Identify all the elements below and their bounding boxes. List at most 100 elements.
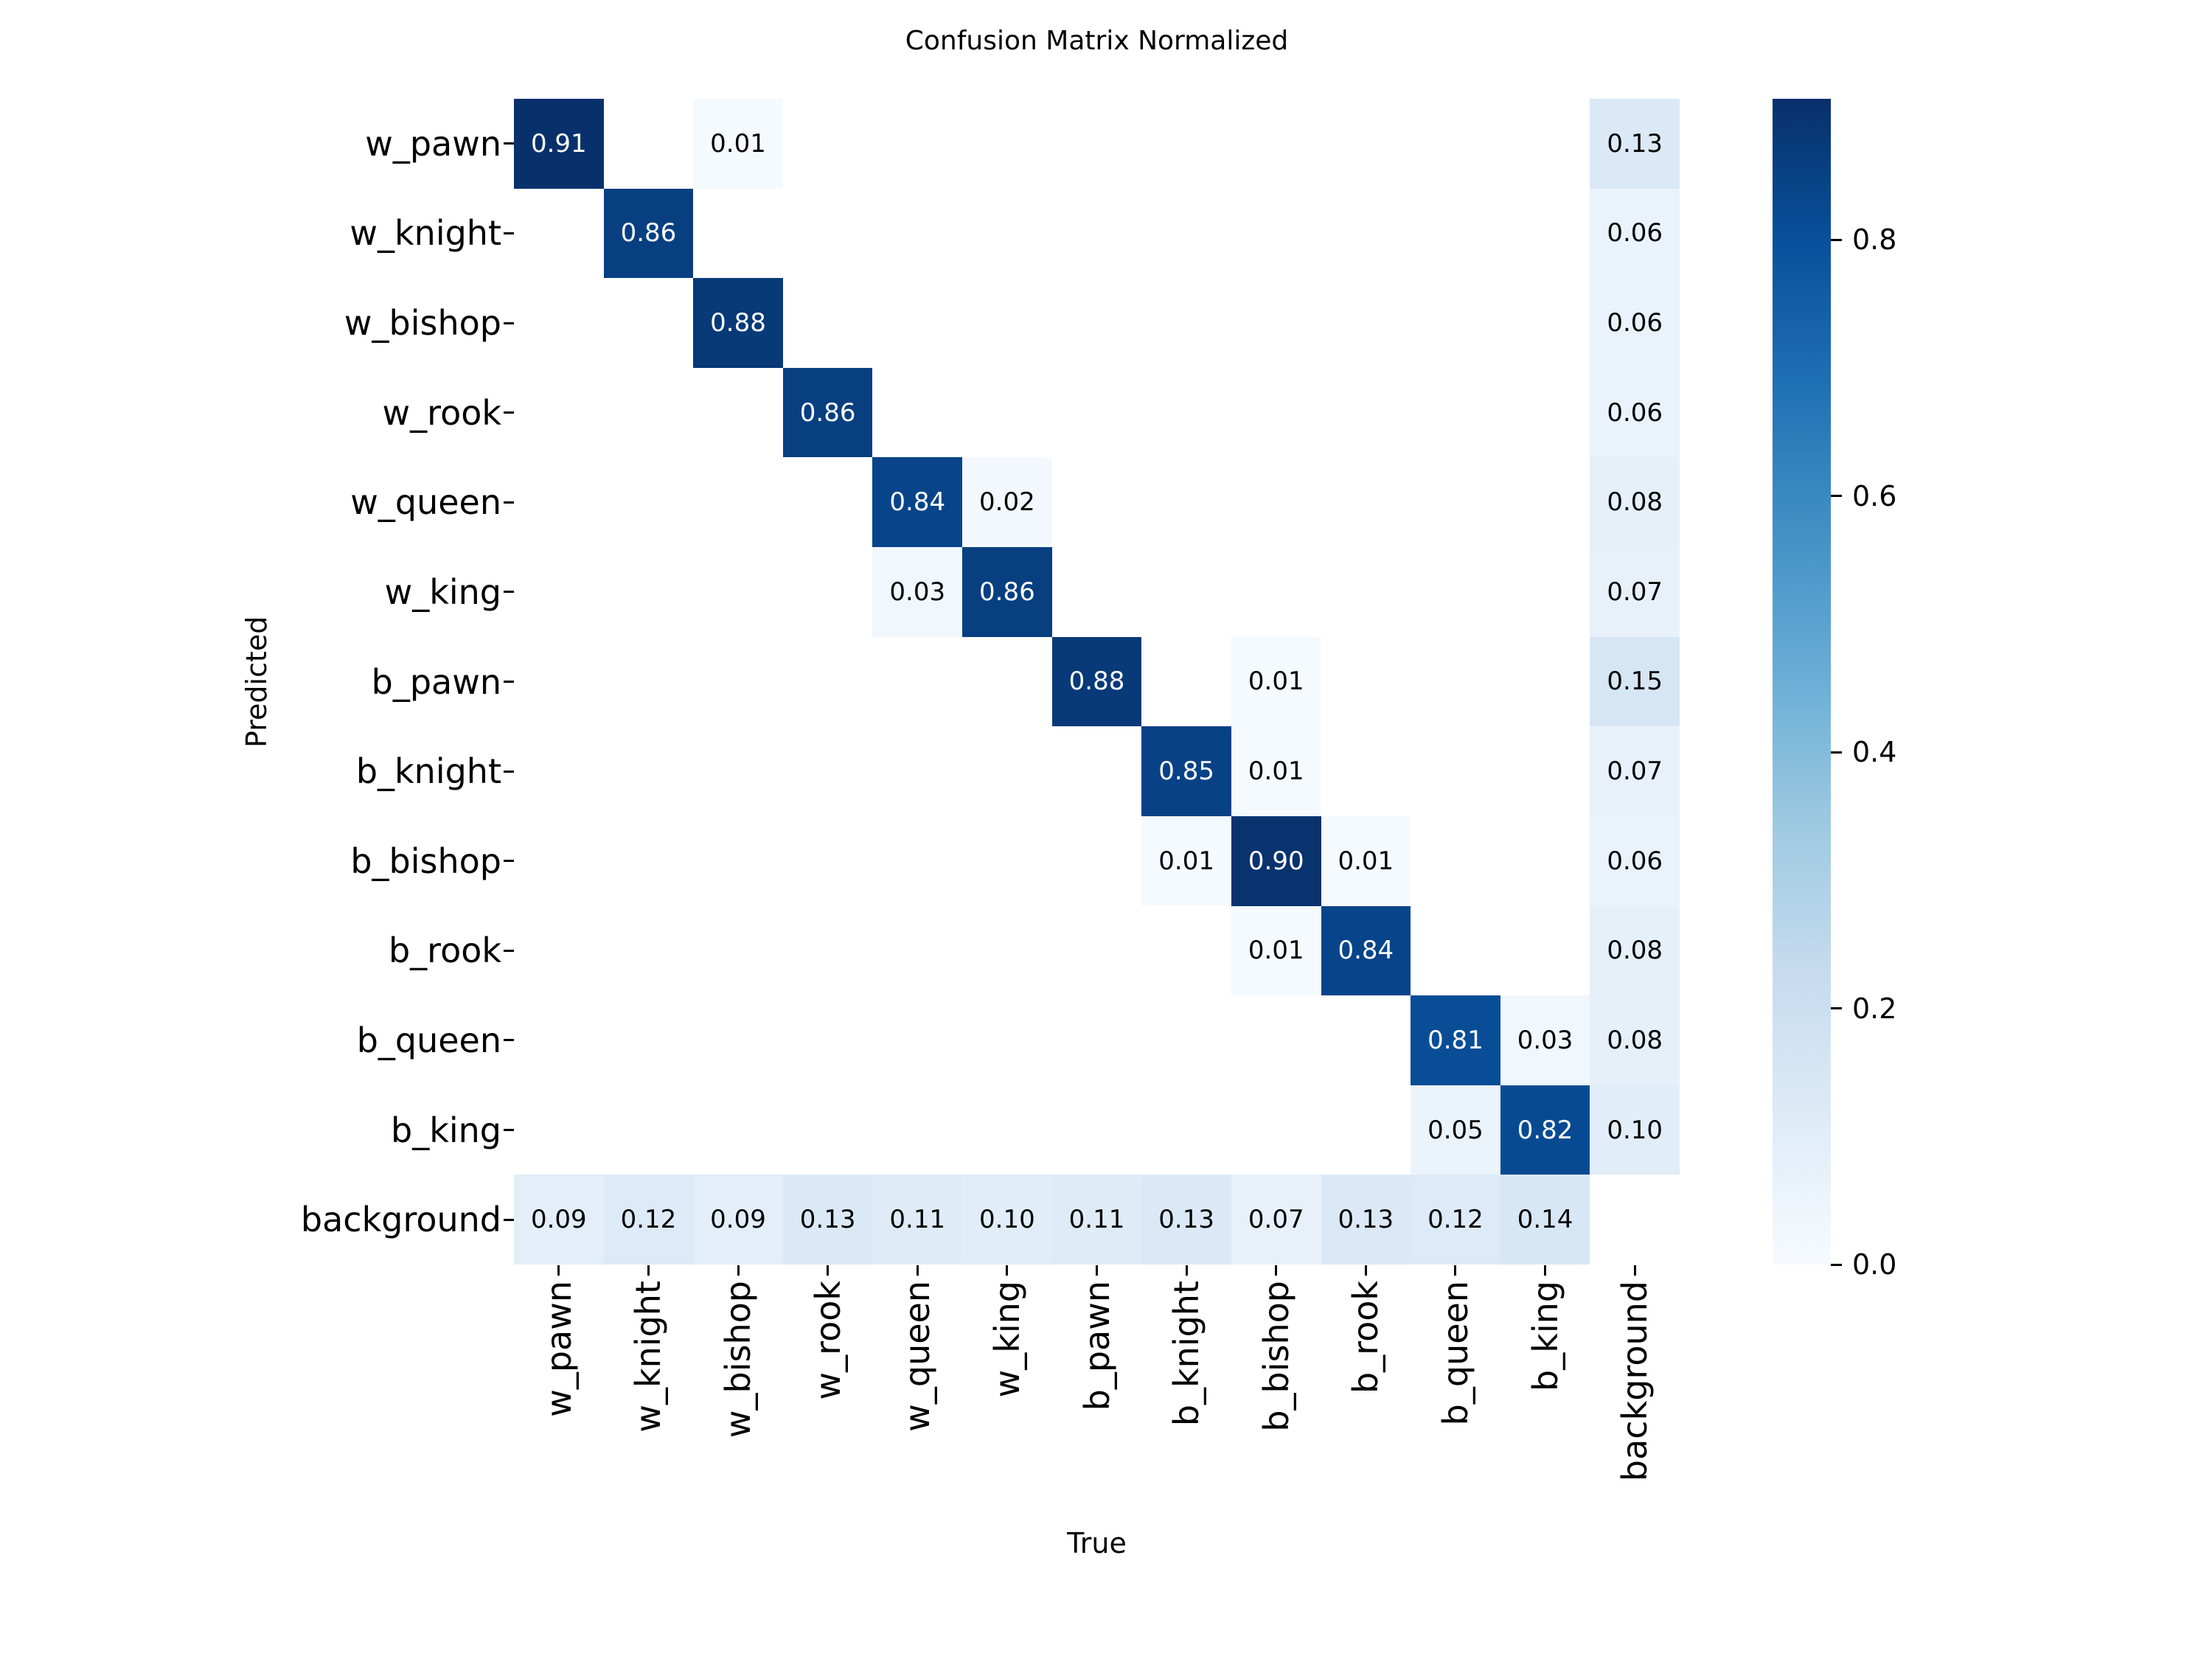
y-tick-mark [504,1129,514,1132]
heatmap-cell: 0.13 [1141,1175,1231,1265]
y-tick-mark [504,770,514,773]
heatmap-cell: 0.06 [1590,278,1680,368]
heatmap-cell: 0.13 [1590,99,1680,189]
heatmap-cell: 0.13 [1321,1175,1411,1265]
x-tick-label: b_bishop [1256,1281,1296,1432]
x-tick-mark [1096,1265,1098,1276]
heatmap-cell: 0.10 [962,1175,1052,1265]
x-tick-mark [1364,1265,1367,1276]
y-tick-mark [504,860,514,863]
x-tick-label: w_rook [807,1281,848,1400]
y-tick-mark [504,1039,514,1042]
heatmap-cell: 0.14 [1500,1175,1590,1265]
y-tick-mark [504,232,514,234]
y-tick-label: w_rook [382,392,501,433]
colorbar-tick-label: 0.8 [1852,223,1897,257]
x-tick-mark [1544,1265,1547,1276]
x-tick-mark [1633,1265,1636,1276]
heatmap-cell: 0.91 [514,99,604,189]
x-tick-label: w_pawn [538,1281,579,1417]
heatmap-cell: 0.07 [1231,1175,1321,1265]
y-tick-mark [504,681,514,683]
x-tick-label: w_bishop [718,1281,759,1439]
y-tick-label: w_knight [349,213,501,254]
y-tick-mark [504,411,514,414]
heatmap-cell: 0.15 [1590,636,1680,727]
heatmap-cell: 0.84 [1321,905,1411,996]
x-tick-mark [647,1265,650,1276]
heatmap-cell: 0.01 [693,99,783,189]
x-tick-label: w_king [987,1281,1027,1398]
colorbar [1773,99,1831,1265]
heatmap-cell: 0.01 [1141,815,1231,906]
heatmap-cell: 0.01 [1321,815,1411,906]
y-tick-label: b_king [391,1110,501,1150]
colorbar-tick-label: 0.0 [1852,1248,1897,1281]
y-tick-label: background [300,1200,501,1240]
colorbar-tick-label: 0.2 [1852,992,1897,1025]
x-tick-mark [916,1265,919,1276]
heatmap-cell: 0.13 [782,1175,873,1265]
heatmap-cell: 0.08 [1590,457,1680,548]
heatmap-cell: 0.03 [1500,995,1590,1085]
heatmap-cell: 0.11 [1051,1175,1142,1265]
y-tick-label: b_rook [388,931,501,971]
heatmap-cell: 0.03 [872,547,963,637]
y-tick-mark [504,949,514,952]
y-tick-mark [504,501,514,504]
y-tick-label: w_queen [350,482,501,523]
heatmap-cell: 0.08 [1590,905,1680,996]
y-tick-label: b_queen [356,1020,501,1060]
y-tick-label: b_pawn [371,661,501,702]
heatmap-cell: 0.12 [1411,1175,1500,1265]
heatmap-cell: 0.01 [1231,905,1321,996]
heatmap-cell: 0.86 [962,547,1052,637]
x-tick-mark [1454,1265,1457,1276]
x-tick-label: w_knight [628,1281,669,1433]
colorbar-tick-mark [1831,238,1842,241]
y-tick-label: b_bishop [350,841,501,881]
x-tick-label: background [1615,1281,1655,1482]
x-tick-mark [737,1265,740,1276]
y-tick-mark [504,1218,514,1221]
heatmap-cell: 0.88 [693,278,783,368]
chart-title: Confusion Matrix Normalized [905,26,1289,56]
y-tick-label: w_king [384,571,501,612]
x-tick-mark [1185,1265,1188,1276]
x-tick-label: b_queen [1435,1281,1475,1426]
y-tick-label: b_knight [355,751,501,792]
heatmap-cell: 0.01 [1231,726,1321,816]
y-tick-mark [504,321,514,324]
heatmap-cell: 0.06 [1590,815,1680,906]
heatmap-cell: 0.12 [603,1175,694,1265]
heatmap-cell: 0.02 [962,457,1052,548]
x-tick-label: b_king [1525,1281,1565,1391]
x-tick-label: b_knight [1166,1281,1207,1427]
x-tick-mark [1275,1265,1278,1276]
colorbar-tick-label: 0.6 [1852,479,1897,512]
y-tick-label: w_bishop [344,303,501,344]
heatmap-cell: 0.84 [872,457,963,548]
colorbar-tick-mark [1831,1263,1842,1266]
x-tick-mark [1006,1265,1009,1276]
heatmap-cell: 0.06 [1590,367,1680,458]
heatmap-cell: 0.09 [693,1175,783,1265]
colorbar-tick-mark [1831,1007,1842,1010]
x-tick-label: b_rook [1346,1281,1386,1394]
heatmap-plot: 0.91 0.01 0.13 0.86 0.06 0.88 0.06 0.86 0.06 0.84… [514,99,1680,1265]
x-axis-title: True [1067,1527,1127,1559]
heatmap-cell: 0.11 [872,1175,963,1265]
x-tick-label: w_queen [897,1281,938,1432]
heatmap-cell: 0.05 [1411,1085,1500,1175]
heatmap-cell: 0.07 [1590,726,1680,816]
heatmap-cell: 0.07 [1590,547,1680,637]
heatmap-cell: 0.81 [1411,995,1500,1085]
heatmap-cell: 0.85 [1141,726,1231,816]
heatmap-cell: 0.86 [782,367,873,458]
x-tick-mark [827,1265,830,1276]
heatmap-cell: 0.82 [1500,1085,1590,1175]
colorbar-tick-mark [1831,495,1842,498]
heatmap-cell: 0.90 [1231,815,1321,906]
heatmap-cell: 0.09 [514,1175,604,1265]
